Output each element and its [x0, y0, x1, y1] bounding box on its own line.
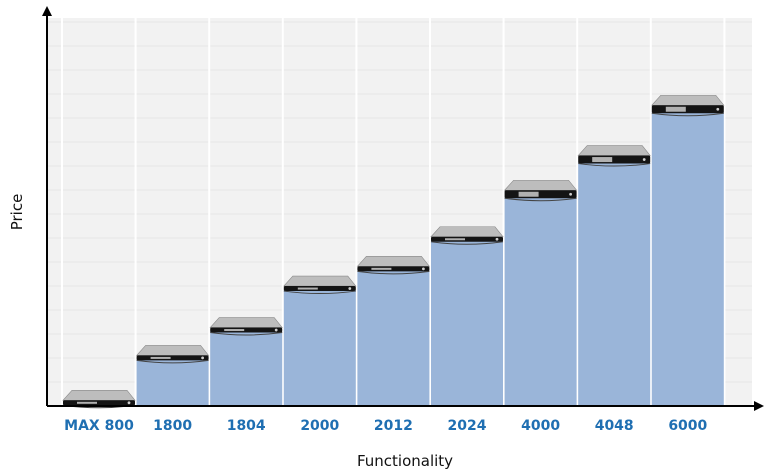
- rack-server-icon: [135, 345, 210, 364]
- bar: [357, 270, 430, 406]
- rack-server-icon: [283, 275, 357, 295]
- x-tick-label: 6000: [668, 418, 707, 434]
- bar: [578, 162, 651, 406]
- x-tick-label: 4000: [521, 418, 560, 434]
- rack-server-icon: [430, 226, 504, 245]
- bar: [210, 331, 283, 406]
- bars: [63, 112, 724, 407]
- rack-server-icon: [651, 94, 725, 117]
- x-tick-label: MAX 800: [64, 418, 134, 434]
- bar: [136, 359, 209, 406]
- x-axis-arrow-icon: [754, 401, 764, 411]
- x-tick-label: 2012: [374, 418, 413, 434]
- x-tick-label: 2000: [300, 418, 339, 434]
- y-axis-arrow-icon: [42, 6, 52, 16]
- gridlines: [47, 18, 752, 406]
- rack-server-icon: [209, 317, 283, 336]
- x-tick-label: 1800: [153, 418, 192, 434]
- device-icons: [62, 94, 725, 409]
- rack-server-icon: [503, 179, 578, 202]
- rack-server-icon: [62, 389, 136, 409]
- bar: [504, 197, 577, 406]
- x-tick-label: 4048: [595, 418, 634, 434]
- rack-server-icon: [356, 256, 431, 275]
- rack-server-icon: [577, 145, 651, 167]
- bar: [431, 240, 503, 406]
- x-axis-title: Functionality: [357, 452, 453, 470]
- bar: [651, 112, 724, 407]
- x-tick-label: 1804: [227, 418, 266, 434]
- x-tick-labels: MAX 800 1800 1804 2000 2012 2024 4000 4048 6000: [64, 418, 707, 434]
- x-tick-label: 2024: [448, 418, 487, 434]
- y-axis-title: Price: [8, 194, 26, 231]
- bar: [283, 290, 356, 406]
